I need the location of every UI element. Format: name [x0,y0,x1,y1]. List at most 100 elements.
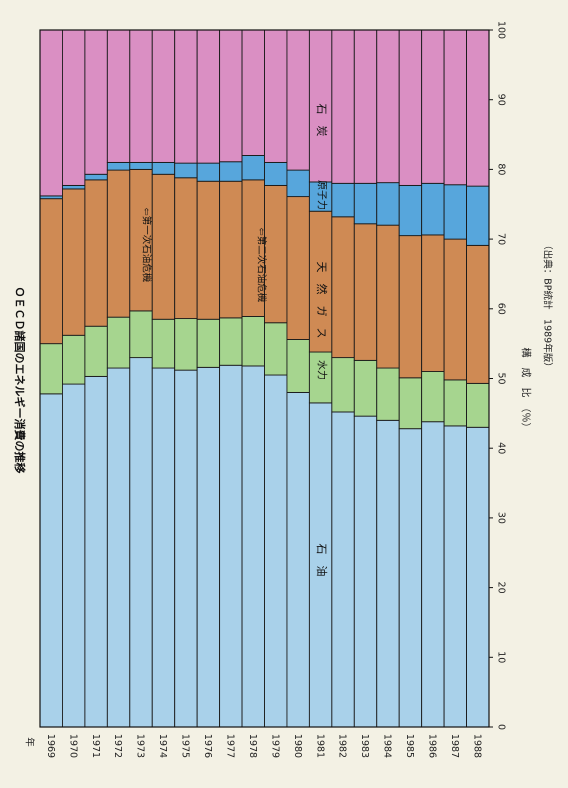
annotation-second-oil-crisis: ⇦第二次石油危機 [256,228,268,303]
bar-segment-1970-s2 [62,188,86,336]
bar-segment-1971-s2 [84,179,108,327]
category-label-1971: 1971 [90,734,101,758]
bar-segment-1980-s4 [286,29,310,171]
bar-segment-1975-s0 [174,369,198,728]
bar-segment-1988-s1 [466,382,490,428]
bar-segment-1980-s0 [286,391,310,728]
bar-segment-1973-s3 [129,161,153,170]
x-tick-label-30: 30 [496,512,507,524]
bar-segment-1977-s4 [219,29,243,163]
x-tick-label-70: 70 [496,233,507,245]
bar-segment-1983-s0 [353,415,378,728]
bar-segment-1980-s1 [286,339,310,393]
category-label-1985: 1985 [404,734,415,758]
bar-segment-1983-s1 [353,359,378,417]
x-tick-label-60: 60 [496,303,507,315]
category-label-1984: 1984 [382,734,393,758]
category-label-1978: 1978 [247,734,258,758]
chart-title: ＯＥＣＤ諸国のエネルギー消費の推移 [13,287,27,474]
category-label-1983: 1983 [359,734,370,758]
bar-segment-1977-s1 [219,317,243,366]
category-label-1986: 1986 [427,734,438,758]
bar-segment-1972-s1 [106,316,131,369]
bar-segment-1979-s3 [264,161,288,186]
bar-segment-1970-s4 [62,29,86,186]
category-label-1982: 1982 [337,734,348,758]
category-label-1976: 1976 [202,734,213,758]
series-label-oil: 石 油 [315,544,329,577]
bar-segment-1970-s3 [62,184,86,190]
bar-segment-1972-s0 [106,367,131,728]
category-label-1972: 1972 [112,734,123,758]
bar-segment-1985-s3 [398,184,423,237]
bar-segment-1987-s1 [443,379,468,427]
bar-segment-1969-s0 [39,393,63,728]
bar-segment-1973-s4 [129,29,153,163]
chart-source: （出典：BP統計 1989年版） [542,240,554,371]
bar-segment-1980-s2 [286,196,310,340]
bar-segment-1971-s1 [84,325,108,377]
bar-segment-1976-s0 [196,366,221,728]
x-tick-label-50: 50 [496,372,507,384]
bar-segment-1974-s3 [151,161,176,175]
bar-segment-1969-s2 [39,198,63,345]
category-label-1973: 1973 [135,734,146,758]
bar-segment-1971-s0 [84,375,108,728]
bar-segment-1982-s2 [331,216,355,359]
series-label-coal: 石 炭 [315,104,328,137]
bar-segment-1975-s4 [174,29,198,164]
category-label-1987: 1987 [449,734,460,758]
bar-segment-1988-s3 [466,185,490,246]
x-tick-label-0: 0 [496,724,507,730]
bar-segment-1982-s4 [331,29,355,184]
bar-segment-1982-s0 [331,411,355,728]
x-axis-label: 構 成 比 （％） [520,348,533,433]
bar-segment-1988-s2 [466,244,490,384]
bar-segment-1982-s1 [331,357,355,413]
bar-segment-1984-s2 [376,224,400,369]
year-axis-label: 年 [24,737,36,747]
bar-segment-1969-s1 [39,343,63,395]
bar-segment-1974-s2 [151,173,176,320]
bar-segment-1974-s4 [151,29,176,163]
category-label-1979: 1979 [269,734,280,758]
bar-segment-1978-s3 [241,155,265,181]
bar-segment-1978-s4 [241,29,265,156]
category-label-1980: 1980 [292,734,303,758]
x-tick-label-40: 40 [496,442,507,454]
annotation-first-oil-crisis: ⇦第一次石油危機 [141,208,153,283]
bar-segment-1986-s4 [421,29,445,184]
bar-segment-1971-s4 [84,29,108,175]
bar-segment-1972-s2 [106,169,131,318]
bar-segment-1984-s4 [376,29,400,184]
bar-segment-1986-s2 [421,234,445,372]
bar-segment-1987-s2 [443,238,468,381]
bar-segment-1986-s0 [421,421,445,728]
x-tick-label-10: 10 [496,651,507,663]
bar-segment-1987-s0 [443,425,468,728]
bar-segment-1985-s1 [398,377,423,430]
bar-segment-1979-s1 [264,322,288,376]
bar-segment-1979-s4 [264,29,288,163]
bar-segment-1976-s1 [196,318,221,368]
x-tick-label-80: 80 [496,163,507,175]
category-label-1977: 1977 [225,734,236,758]
bar-segment-1984-s1 [376,367,400,421]
bar-segment-1980-s3 [286,169,310,198]
bars-layer: 0 10 20 30 40 50 60 70 80 90 100 1969 1970 1971 1972 19… [39,21,507,758]
bar-segment-1979-s0 [264,374,288,728]
bar-segment-1985-s0 [398,428,423,728]
bar-segment-1987-s4 [443,29,468,186]
bar-segment-1988-s0 [466,426,490,728]
bar-segment-1986-s3 [421,182,445,236]
bar-segment-1985-s2 [398,235,423,379]
category-label-1974: 1974 [157,734,168,758]
bar-segment-1971-s3 [84,173,108,181]
bar-segment-1972-s3 [106,161,131,171]
bar-segment-1975-s2 [174,177,198,320]
bar-segment-1985-s4 [398,29,423,186]
bar-segment-1973-s0 [129,357,153,728]
bar-segment-1970-s0 [62,383,86,728]
bar-segment-1987-s3 [443,184,468,240]
